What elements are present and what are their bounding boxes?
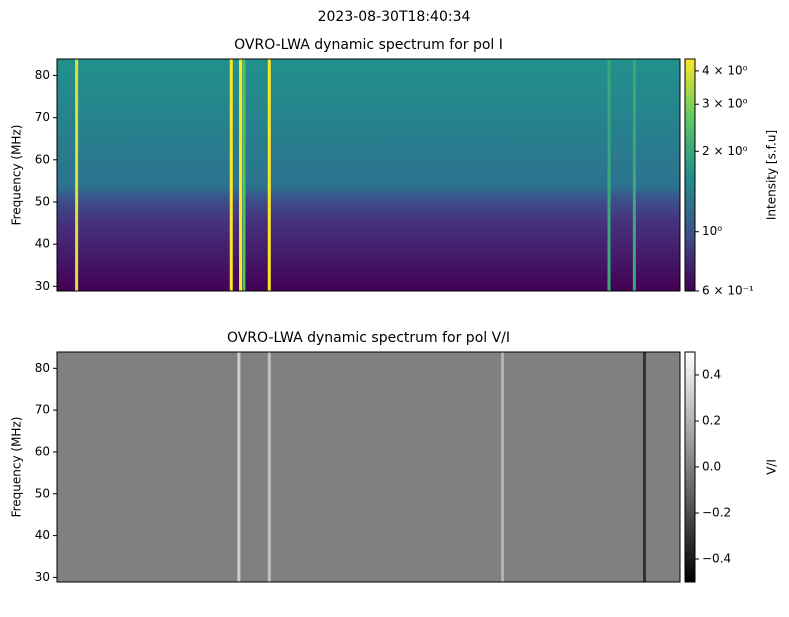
y-tick-label: 30 [35,279,50,293]
y-tick-label: 30 [35,570,50,584]
burst [75,59,79,291]
y-tick-label: 50 [35,194,50,208]
y-tick-label: 80 [35,68,50,82]
axes-frame [56,58,681,292]
burst [242,59,246,291]
y-tick-label: 60 [35,444,50,458]
burst [607,59,611,291]
colorbar-tick-label: 0.0 [702,460,721,474]
colorbar-tick-label: 3 × 10⁰ [702,97,748,111]
y-tick-label: 40 [35,528,50,542]
spectrum-background [57,352,680,582]
colorbar-tick-label: 10⁰ [702,224,722,238]
burst [501,352,505,582]
title: OVRO-LWA dynamic spectrum for pol V/I [227,330,510,346]
colorbar-tick-label: −0.4 [702,552,731,566]
colorbar-label: Intensity [s.f.u] [765,130,779,220]
colorbar-tick-label: 0.4 [702,368,721,382]
colorbar-tick-label: 0.2 [702,414,721,428]
y-tick-label: 50 [35,486,50,500]
y-axis-label: Frequency (MHz) [10,417,24,518]
burst [643,352,647,582]
burst [237,352,241,582]
colorbar-tick-label: −0.2 [702,506,731,520]
burst [632,59,636,291]
burst [267,59,271,291]
colorbar-tick-label: 4 × 10⁰ [702,63,748,77]
colorbar-tick-label: 2 × 10⁰ [702,144,748,158]
y-tick-label: 40 [35,237,50,251]
suptitle: 2023-08-30T18:40:34 [318,9,471,25]
colorbar [684,58,696,292]
axes-frame [56,351,681,583]
y-tick-label: 70 [35,110,50,124]
y-tick-label: 80 [35,361,50,375]
title: OVRO-LWA dynamic spectrum for pol I [234,37,503,53]
burst [239,59,243,291]
burst [267,352,271,582]
y-tick-label: 60 [35,152,50,166]
colorbar [684,351,696,583]
colorbar-tick-label: 6 × 10⁻¹ [702,284,754,298]
colorbar-label: V/I [765,459,779,475]
spectrum-background [57,59,680,291]
burst [229,59,233,291]
y-axis-label: Frequency (MHz) [10,125,24,226]
y-tick-label: 70 [35,403,50,417]
